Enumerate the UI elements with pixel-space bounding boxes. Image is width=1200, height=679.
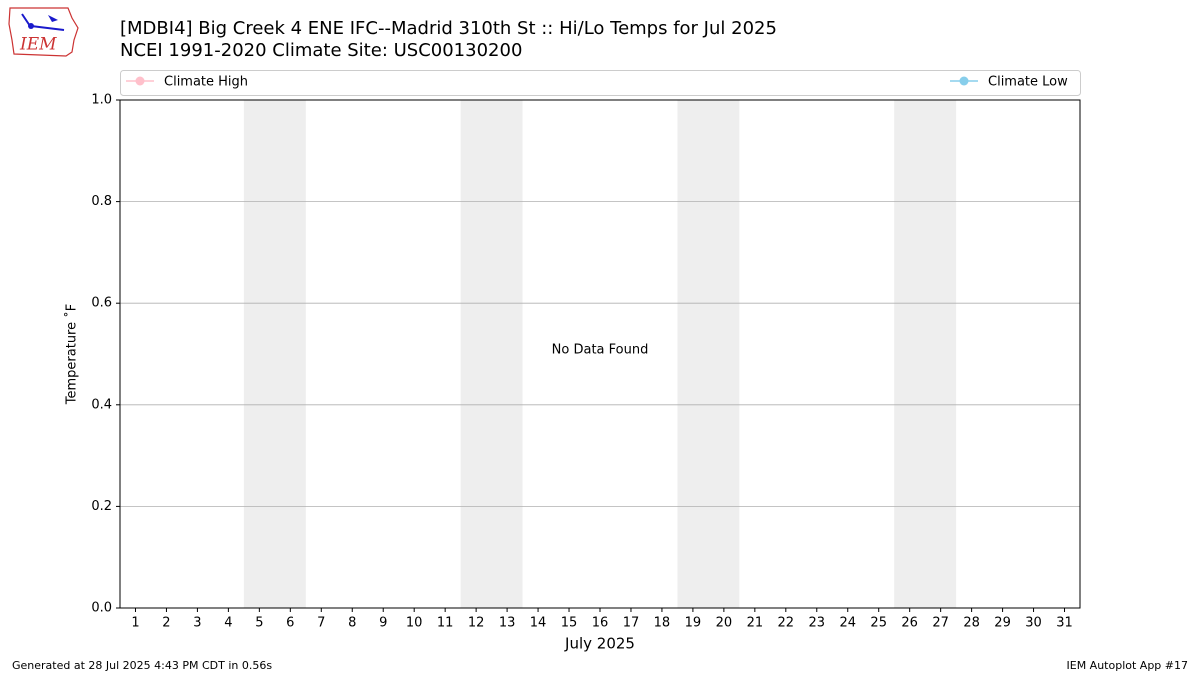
logo: IEM (8, 7, 79, 57)
x-tick-label: 12 (468, 616, 485, 631)
x-tick-label: 30 (1025, 616, 1042, 631)
x-tick-label: 14 (530, 616, 547, 631)
weekend-shade (243, 100, 306, 608)
x-tick-label: 27 (932, 616, 949, 631)
x-tick-label: 20 (716, 616, 733, 631)
y-tick-label: 0.0 (91, 601, 112, 616)
x-tick-label: 16 (592, 616, 609, 631)
x-tick-label: 17 (623, 616, 640, 631)
legend-marker (959, 76, 969, 86)
logo-text: IEM (19, 35, 57, 55)
x-tick-label: 3 (193, 616, 201, 631)
legend-label: Climate Low (988, 75, 1068, 90)
legend-marker (135, 76, 145, 86)
footer-left: Generated at 28 Jul 2025 4:43 PM CDT in … (12, 659, 272, 672)
plot-area (120, 99, 1080, 609)
chart-subtitle: NCEI 1991-2020 Climate Site: USC00130200 (120, 40, 522, 61)
x-tick-label: 31 (1056, 616, 1073, 631)
chart-title: [MDBI4] Big Creek 4 ENE IFC--Madrid 310t… (120, 18, 777, 39)
logo-icon (30, 25, 65, 31)
legend-label: Climate High (164, 75, 248, 90)
x-tick-label: 28 (963, 616, 980, 631)
y-tick-label: 0.4 (91, 397, 112, 412)
x-tick-label: 7 (317, 616, 325, 631)
x-tick-label: 22 (778, 616, 795, 631)
x-tick-label: 1 (131, 616, 139, 631)
logo-icon (21, 13, 31, 27)
x-tick-label: 6 (286, 616, 294, 631)
x-tick-label: 29 (994, 616, 1011, 631)
footer-right: IEM Autoplot App #17 (1067, 659, 1189, 672)
x-tick-label: 2 (162, 616, 170, 631)
x-tick-label: 15 (561, 616, 578, 631)
x-tick-label: 23 (809, 616, 826, 631)
x-tick-label: 21 (747, 616, 764, 631)
y-axis-label: Temperature ˚F (64, 304, 80, 405)
x-tick-label: 4 (224, 616, 232, 631)
y-tick-label: 0.6 (91, 296, 112, 311)
y-tick-label: 1.0 (91, 93, 112, 108)
legend-box (120, 70, 1081, 96)
x-tick-label: 8 (348, 616, 356, 631)
x-tick-label: 18 (654, 616, 671, 631)
annotation: No Data Found (552, 343, 649, 358)
y-tick-label: 0.2 (91, 499, 112, 514)
x-axis-label: July 2025 (564, 635, 635, 653)
x-tick-label: 25 (870, 616, 887, 631)
logo-icon (48, 15, 58, 22)
x-tick-label: 13 (499, 616, 516, 631)
x-tick-label: 9 (379, 616, 387, 631)
x-tick-label: 10 (406, 616, 423, 631)
x-tick-label: 19 (685, 616, 702, 631)
weekend-shade (677, 100, 740, 608)
plot-frame (119, 99, 1081, 609)
x-tick-label: 11 (437, 616, 454, 631)
y-tick-label: 0.8 (91, 194, 112, 209)
x-tick-label: 5 (255, 616, 263, 631)
x-tick-label: 26 (901, 616, 918, 631)
weekend-shade (460, 100, 523, 608)
weekend-shade (894, 100, 957, 608)
x-tick-label: 24 (839, 616, 856, 631)
